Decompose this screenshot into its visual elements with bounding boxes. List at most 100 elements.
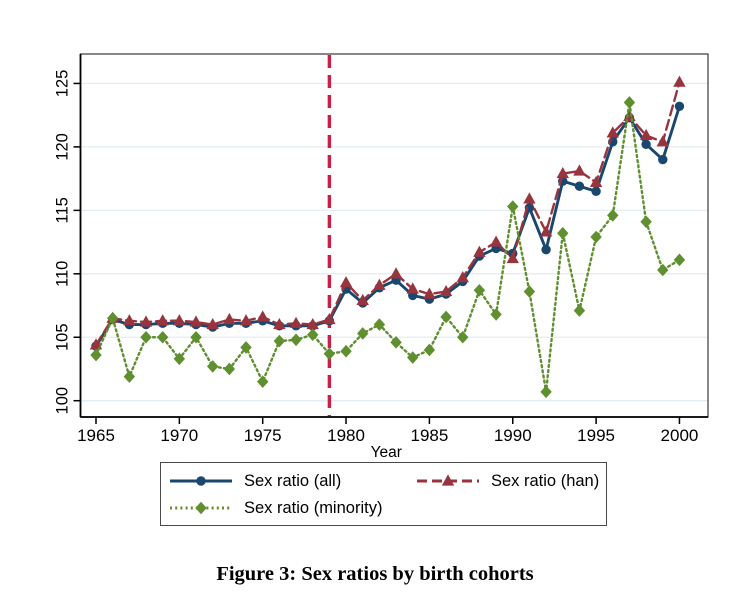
y-tick-label: 100: [53, 387, 71, 415]
data-point-triangle: [123, 314, 136, 326]
series-line-1: [94, 80, 681, 347]
legend-label-all: Sex ratio (all): [244, 471, 342, 490]
data-point-diamond: [557, 226, 569, 240]
data-point-diamond: [373, 318, 386, 331]
minority-line-sample-icon: [170, 501, 232, 515]
data-point-diamond: [623, 96, 636, 109]
data-point-triangle: [439, 284, 453, 297]
data-point-diamond: [123, 370, 136, 383]
all-line-sample-icon: [170, 476, 232, 486]
y-tick-label: 115: [53, 197, 71, 223]
data-point-triangle: [406, 282, 419, 294]
legend-label-minority: Sex ratio (minority): [244, 498, 383, 517]
data-point-triangle: [89, 338, 103, 350]
data-point-triangle: [356, 293, 369, 306]
legend-item-minority: Sex ratio (minority): [169, 497, 382, 519]
data-point-triangle: [189, 315, 203, 327]
data-point-triangle: [256, 310, 269, 322]
data-point-triangle: [373, 278, 386, 290]
x-tick-label: 1980: [327, 426, 365, 445]
data-point-triangle: [323, 312, 336, 325]
data-point-diamond: [590, 230, 602, 244]
data-point-diamond: [90, 348, 102, 362]
data-point-triangle: [489, 235, 503, 247]
y-tick-label: 120: [53, 133, 71, 161]
data-point-triangle: [656, 135, 669, 147]
data-point-diamond: [206, 360, 219, 373]
data-point-triangle: [673, 75, 686, 87]
han-line-sample-icon: [417, 474, 479, 486]
data-point-triangle: [389, 267, 403, 279]
data-point-triangle: [156, 314, 169, 326]
data-point-triangle: [623, 109, 636, 122]
data-point-triangle: [556, 166, 569, 179]
data-point-diamond: [190, 330, 202, 344]
data-point-triangle: [506, 251, 519, 264]
x-tick-label: 1965: [77, 426, 115, 445]
x-tick-label: 1985: [410, 426, 448, 445]
data-point-circle: [591, 186, 601, 197]
data-point-diamond: [440, 310, 452, 324]
data-point-diamond: [357, 327, 369, 340]
y-tick-label: 105: [53, 323, 71, 351]
data-point-diamond: [573, 304, 586, 317]
data-point-diamond: [607, 209, 619, 222]
data-point-triangle: [139, 315, 153, 327]
data-point-triangle: [223, 312, 236, 325]
data-point-diamond: [390, 336, 402, 349]
data-point-circle: [658, 154, 668, 165]
diamond-marker-icon: [195, 501, 207, 515]
plot-frame: [79, 53, 709, 418]
triangle-marker-icon: [441, 474, 455, 486]
data-point-diamond: [273, 334, 286, 348]
figure-caption: Figure 3: Sex ratios by birth cohorts: [216, 563, 534, 585]
circle-marker-icon: [196, 476, 206, 486]
data-point-diamond: [657, 263, 669, 277]
data-point-triangle: [606, 126, 619, 138]
legend-label-han: Sex ratio (han): [491, 471, 600, 490]
data-point-triangle: [173, 314, 186, 326]
data-point-triangle: [573, 164, 586, 176]
data-point-diamond: [473, 283, 486, 297]
x-tick-label: 1970: [160, 426, 198, 445]
data-point-diamond: [407, 351, 419, 364]
data-point-diamond: [307, 328, 319, 342]
data-point-diamond: [140, 330, 152, 344]
data-point-triangle: [339, 276, 353, 288]
legend-item-all: Sex ratio (all): [169, 470, 341, 492]
data-point-circle: [541, 244, 551, 255]
x-axis-title: Year: [371, 444, 402, 461]
chart-plot: 100 105 110 115 120 125 1965 1970 1975 1980 1985 19…: [53, 53, 709, 461]
y-tick-label: 110: [53, 261, 71, 287]
data-point-diamond: [156, 330, 169, 344]
data-point-triangle: [306, 317, 319, 330]
data-point-diamond: [323, 347, 336, 361]
data-point-diamond: [540, 385, 552, 399]
data-point-triangle: [423, 287, 436, 299]
data-point-diamond: [423, 343, 436, 357]
data-point-diamond: [290, 333, 302, 347]
series-line-2: [94, 101, 681, 394]
x-tick-label: 1995: [577, 426, 615, 445]
data-point-triangle: [539, 225, 553, 237]
data-point-circle: [574, 181, 585, 191]
data-point-circle: [641, 139, 651, 150]
data-point-diamond: [640, 215, 652, 229]
data-point-triangle: [456, 271, 469, 283]
x-tick-label: 1990: [494, 426, 532, 445]
data-point-triangle: [273, 317, 286, 330]
data-point-triangle: [589, 175, 603, 188]
data-point-diamond: [523, 285, 536, 298]
legend: Sex ratio (all) Sex ratio (han) Sex rati…: [160, 462, 607, 526]
series-line-0: [94, 104, 681, 348]
legend-item-han: Sex ratio (han): [416, 470, 599, 492]
data-point-diamond: [223, 362, 236, 376]
x-tick-label: 1975: [244, 426, 282, 445]
data-point-diamond: [340, 344, 352, 358]
data-point-diamond: [257, 375, 269, 388]
data-point-triangle: [473, 245, 486, 257]
data-point-diamond: [490, 308, 502, 321]
data-point-circle: [674, 101, 685, 111]
data-point-triangle: [206, 317, 219, 330]
